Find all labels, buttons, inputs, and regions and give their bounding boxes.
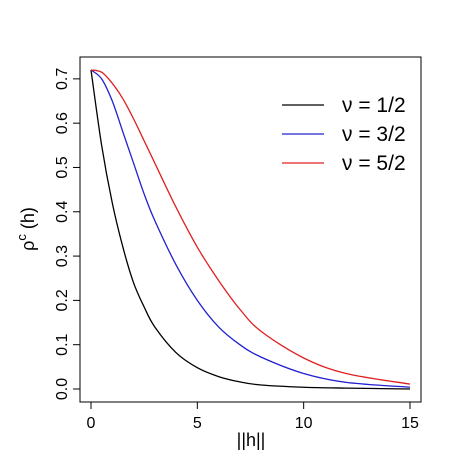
y-axis-label-superscript: c [14,234,29,241]
y-tick-label: 0.5 [54,156,71,178]
x-tick-label: 15 [401,415,419,432]
x-tick-label: 0 [87,415,96,432]
x-axis-label: ||h|| [237,430,266,450]
series-line-2 [90,69,411,388]
legend-label-2: ν = 3/2 [342,123,406,146]
y-tick-label: 0.3 [54,245,71,267]
legend-label-3: ν = 5/2 [342,152,406,175]
y-tick-label: 0.1 [54,333,71,355]
y-axis-label-argument: (h) [18,207,38,234]
legend-label-1: ν = 1/2 [342,94,406,117]
y-axis-label-base: ρ [18,241,38,251]
x-tick-label: 10 [295,415,313,432]
y-tick-label: 0.4 [54,201,71,223]
y-axis-label: ρc (h) [14,207,38,251]
x-axis: 0 5 10 15 [87,401,419,432]
series-line-3 [90,69,411,385]
legend: ν = 1/2 ν = 3/2 ν = 5/2 [282,94,406,175]
y-tick-label: 0.0 [54,378,71,400]
y-tick-label: 0.7 [54,68,71,90]
y-axis: 0.0 0.1 0.2 0.3 0.4 0.5 0.6 0.7 [54,68,81,400]
series-line-1 [90,69,411,390]
series-layer [90,69,411,390]
x-tick-label: 5 [193,415,202,432]
y-tick-label: 0.6 [54,112,71,134]
y-tick-label: 0.2 [54,289,71,311]
